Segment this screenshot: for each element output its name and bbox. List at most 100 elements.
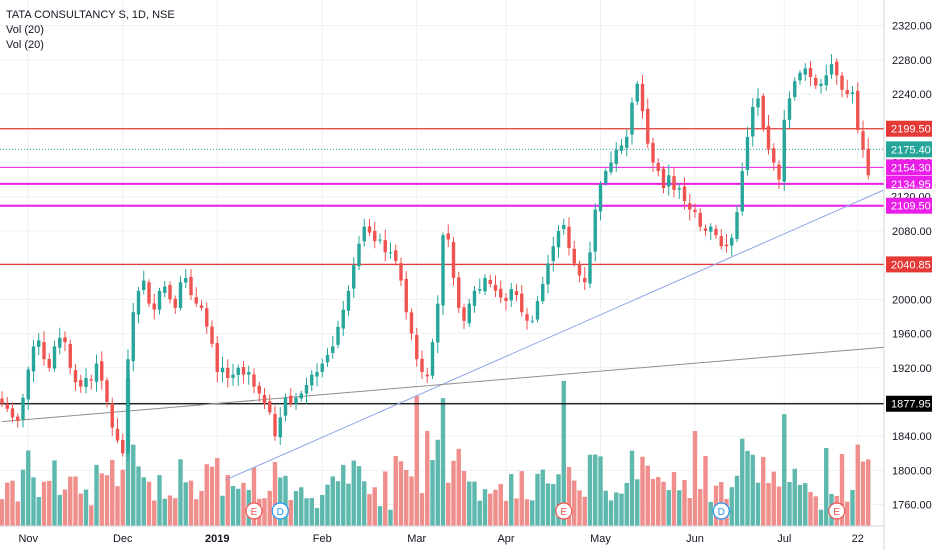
symbol-title[interactable]: TATA CONSULTANCY S, 1D, NSE	[6, 9, 175, 21]
volume-bar	[866, 459, 871, 526]
volume-bar	[692, 431, 698, 526]
volume-bar	[603, 490, 608, 526]
candle-body	[430, 342, 435, 376]
volume-bar	[566, 466, 572, 526]
volume-bar	[15, 501, 20, 526]
candle-body	[535, 301, 540, 320]
candle-body	[289, 395, 293, 404]
price-tag-label: 1877.95	[891, 399, 931, 411]
time-axis[interactable]: Nov Dec 2019 Feb Mar Apr May Jun Jul 22	[0, 525, 884, 545]
volume-bar	[409, 476, 414, 526]
candle-body	[21, 397, 25, 420]
volume-bar	[398, 461, 404, 526]
candle-body	[740, 171, 744, 212]
candle-body	[572, 248, 576, 264]
price-tag-bg	[886, 395, 932, 412]
price-axis[interactable]: 1760.001800.001840.001880.001920.001960.…	[883, 0, 932, 550]
candle-body	[782, 119, 786, 182]
candle-body	[814, 78, 818, 86]
volume-bar	[131, 444, 136, 526]
candle-body	[457, 277, 461, 308]
candle-body	[257, 385, 261, 394]
volume-bar	[551, 484, 556, 526]
volume-bar	[509, 474, 514, 526]
candle-body	[94, 363, 99, 382]
candle-body	[525, 314, 529, 321]
volume-bar	[178, 459, 183, 526]
volume-bar	[451, 460, 456, 526]
price-axis-tick-label: 2000.00	[892, 294, 932, 306]
volume-bar	[194, 499, 199, 526]
candle-body	[226, 367, 230, 379]
candle-body	[194, 297, 198, 304]
candle-body	[341, 309, 345, 329]
candle-body	[556, 230, 561, 248]
candle-body	[593, 209, 597, 252]
volume-bar	[204, 464, 209, 526]
volume-bar	[341, 464, 346, 526]
volume-bar	[425, 431, 430, 526]
candle-body	[52, 346, 57, 369]
event-marker-circle	[712, 502, 730, 520]
volume-bar	[661, 481, 666, 526]
candle-body	[47, 358, 51, 368]
candle-body	[294, 397, 298, 404]
candle-body	[136, 290, 141, 315]
volume-bar	[535, 473, 540, 526]
price-tag-label: 2040.85	[891, 259, 931, 271]
volume-indicator-label[interactable]: Vol (20)	[6, 39, 44, 51]
volume-bar	[52, 460, 57, 526]
time-axis-tick-label: Dec	[113, 533, 133, 545]
candle-body	[583, 277, 587, 283]
volume-bar	[220, 495, 225, 526]
candle-body	[677, 188, 681, 190]
volume-bar	[367, 494, 372, 526]
volume-bar	[687, 498, 692, 526]
volume-bar	[467, 481, 472, 526]
candle-body	[383, 240, 387, 253]
volume-bar	[299, 487, 304, 526]
candle-body	[100, 361, 104, 381]
volume-indicator-label[interactable]: Vol (20)	[6, 24, 44, 36]
volume-bar	[645, 465, 650, 526]
volume-bar	[314, 507, 320, 526]
volume-bar	[104, 475, 110, 526]
candle-body	[5, 403, 9, 409]
candle-body	[273, 413, 277, 437]
volume-bar	[608, 500, 614, 526]
candle-body	[845, 90, 849, 95]
candle-body	[131, 312, 135, 362]
candle-body	[467, 303, 471, 324]
candle-body	[436, 303, 440, 343]
candle-body	[793, 81, 797, 98]
volume-bar	[488, 493, 493, 526]
volume-bar	[377, 506, 383, 526]
candle-body	[693, 209, 697, 213]
volume-bar	[708, 501, 713, 526]
candle-body	[714, 228, 718, 236]
volume-bar	[288, 500, 293, 526]
candle-body	[635, 83, 639, 102]
event-marker-label: D	[277, 507, 284, 518]
candles	[0, 54, 870, 462]
candle-body	[252, 374, 256, 387]
volume-bar	[304, 498, 309, 526]
volume-bar	[251, 467, 257, 526]
price-axis-tick-label: 1760.00	[892, 500, 932, 512]
candle-body	[598, 183, 603, 212]
volume-bar	[309, 497, 314, 526]
volume-bar	[461, 471, 467, 526]
event-marker-label: E	[560, 507, 567, 518]
candle-body	[493, 284, 498, 291]
candle-body	[215, 342, 219, 373]
price-tag-label: 2199.50	[891, 124, 931, 136]
volume-bar	[62, 489, 68, 526]
volume-bar	[698, 488, 703, 526]
price-tag-bg	[886, 120, 932, 137]
volume-bar	[41, 481, 47, 526]
candle-body	[509, 289, 513, 301]
candle-body	[446, 233, 450, 240]
trend-lines	[1, 189, 885, 480]
